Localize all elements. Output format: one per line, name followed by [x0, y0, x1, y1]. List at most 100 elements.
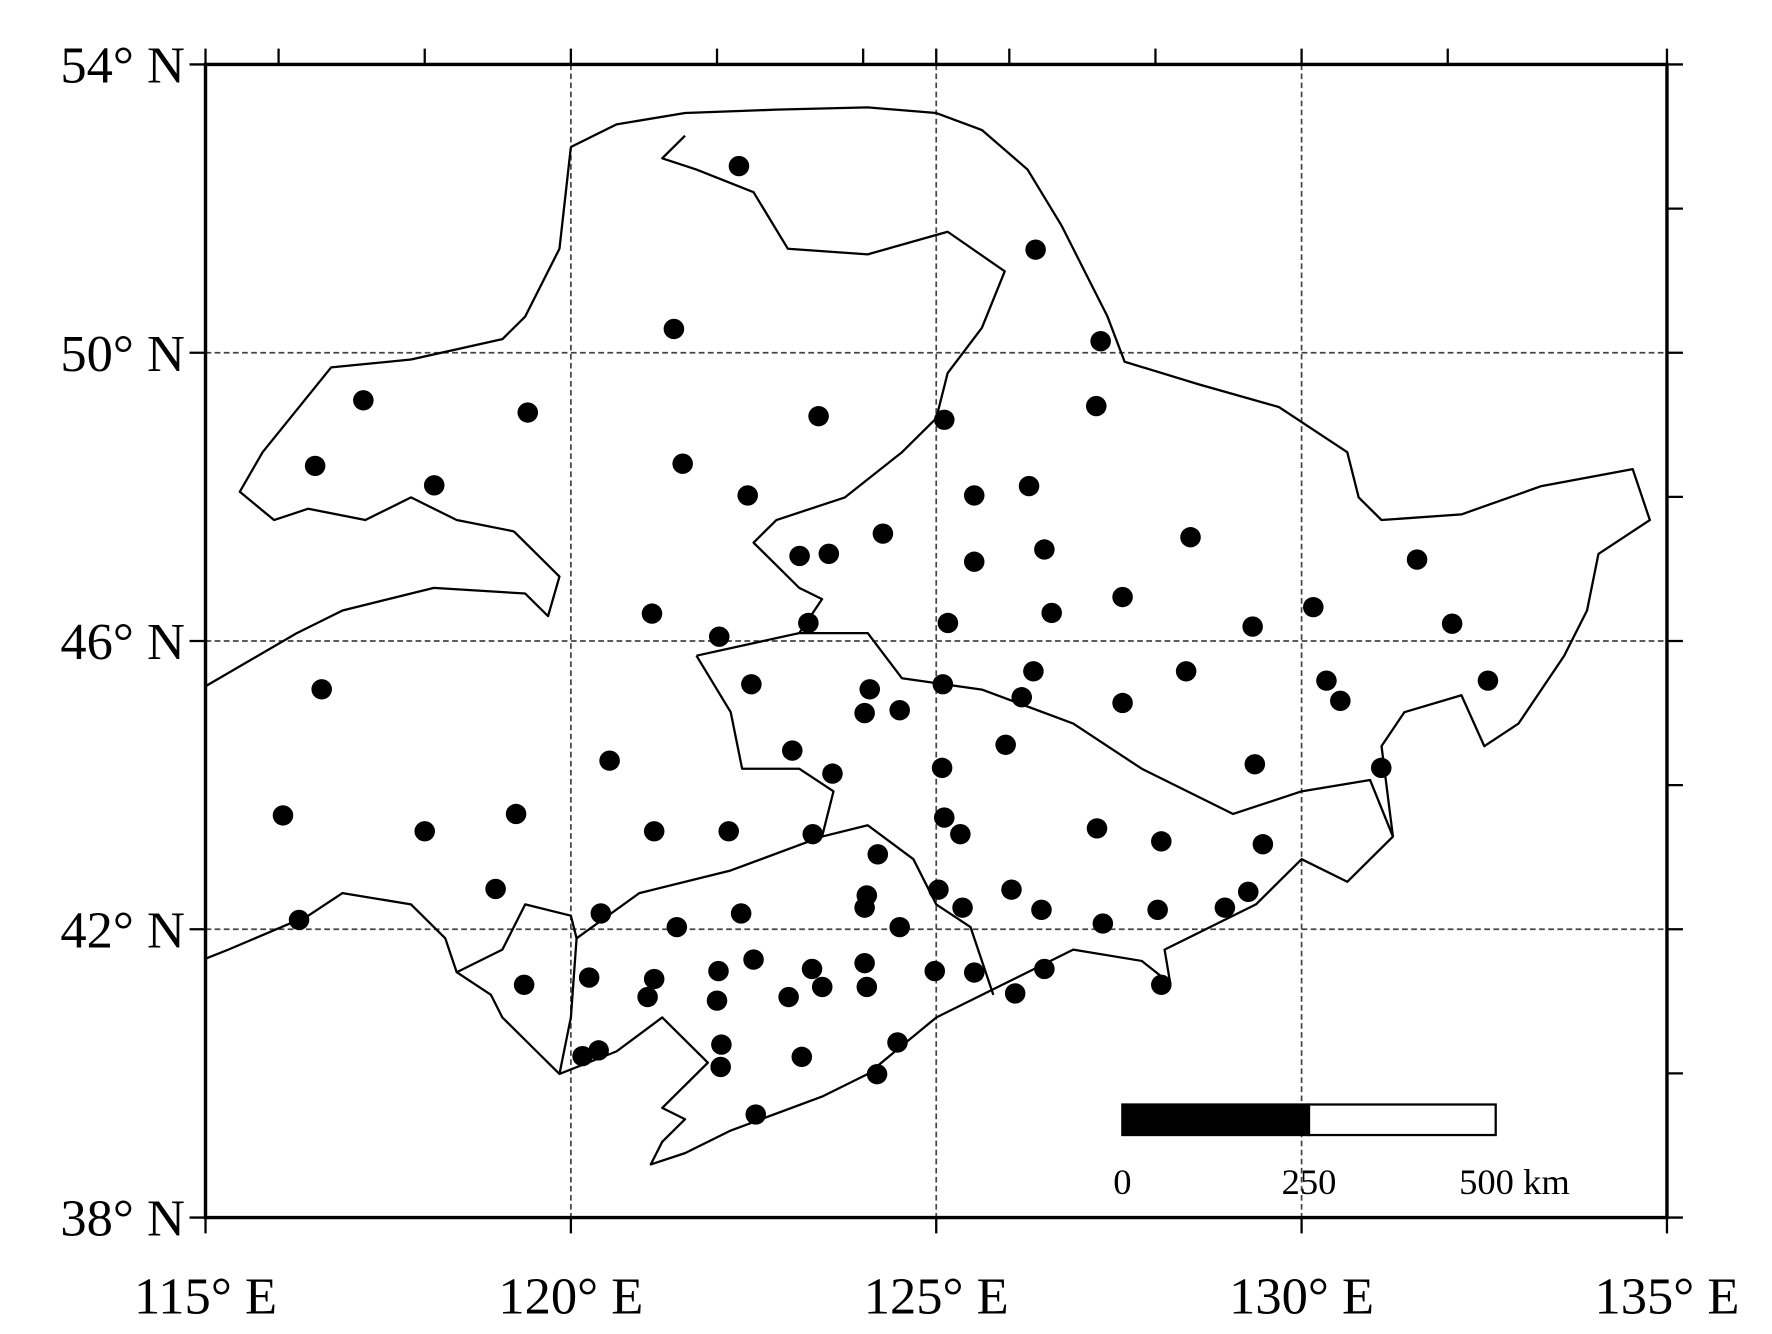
station	[588, 1040, 609, 1061]
station	[672, 453, 693, 474]
station	[1112, 586, 1133, 608]
station	[485, 878, 506, 900]
station	[931, 757, 953, 779]
station	[924, 960, 946, 982]
station	[711, 1034, 732, 1055]
station	[778, 986, 799, 1008]
station	[599, 750, 620, 771]
station	[963, 551, 985, 572]
west-boundary-south	[204, 530, 561, 688]
station	[1151, 974, 1172, 995]
station	[889, 700, 910, 721]
station	[1025, 239, 1046, 260]
station	[353, 390, 374, 411]
station	[1151, 831, 1172, 852]
station	[1034, 958, 1055, 980]
station	[1175, 661, 1197, 682]
station	[801, 958, 823, 980]
station	[728, 155, 750, 177]
station	[950, 823, 971, 845]
station	[737, 485, 758, 506]
station	[1244, 754, 1266, 775]
station	[963, 962, 985, 983]
station	[1441, 613, 1463, 634]
scale-label: 0	[1113, 1162, 1131, 1202]
x-tick-label: 130° E	[1229, 1268, 1374, 1326]
station	[741, 674, 762, 695]
station	[311, 679, 332, 700]
y-tick-label: 42° N	[60, 902, 185, 960]
station	[1303, 596, 1324, 618]
y-tick-label: 46° N	[60, 613, 185, 671]
station	[808, 405, 829, 427]
station	[1370, 757, 1392, 779]
stations	[272, 155, 1499, 1125]
station	[517, 402, 539, 423]
station	[1085, 395, 1107, 417]
station	[866, 1063, 888, 1085]
station	[718, 821, 739, 842]
station	[743, 949, 764, 970]
station	[1242, 616, 1263, 637]
scale-segment	[1307, 1103, 1497, 1137]
station	[1031, 899, 1052, 920]
station	[1011, 687, 1033, 708]
station	[791, 1046, 813, 1068]
station	[643, 968, 665, 990]
station	[708, 960, 729, 982]
station	[1214, 897, 1236, 918]
station	[1252, 834, 1274, 855]
station	[887, 1032, 908, 1053]
station	[1180, 527, 1201, 548]
station	[1034, 539, 1055, 560]
station	[304, 455, 326, 477]
station	[854, 952, 875, 974]
station	[798, 612, 819, 634]
station	[288, 909, 310, 931]
station	[933, 409, 955, 430]
station	[641, 603, 663, 624]
station	[1090, 331, 1111, 352]
station	[854, 897, 875, 918]
station	[1477, 670, 1499, 691]
station	[745, 1104, 767, 1125]
station	[789, 545, 810, 567]
station	[643, 821, 665, 842]
scale-bar: 0 250 500 km	[1113, 1103, 1570, 1202]
station	[1023, 661, 1044, 682]
station	[590, 903, 612, 924]
station	[1237, 881, 1259, 902]
station	[1004, 983, 1026, 1004]
station	[666, 916, 688, 938]
station	[928, 879, 949, 900]
station	[889, 916, 910, 938]
station	[963, 485, 985, 506]
station	[802, 823, 824, 845]
grid	[205, 64, 1667, 1218]
station	[1316, 670, 1337, 691]
scale-label: 250	[1282, 1162, 1337, 1202]
x-tick-label: 135° E	[1594, 1268, 1739, 1326]
station	[1086, 818, 1108, 839]
x-tick-label: 115° E	[134, 1268, 277, 1326]
y-tick-label: 38° N	[60, 1190, 185, 1248]
station	[1406, 549, 1428, 570]
station	[414, 821, 436, 842]
station	[1112, 692, 1133, 714]
station	[995, 734, 1016, 755]
station	[818, 543, 840, 564]
station	[856, 976, 878, 998]
station	[872, 523, 894, 544]
station	[505, 803, 527, 825]
station	[1147, 899, 1168, 920]
station	[708, 626, 730, 647]
station	[578, 967, 600, 988]
x-tick-label: 120° E	[498, 1268, 643, 1326]
province-boundary	[661, 134, 1006, 634]
station	[782, 740, 803, 761]
province-boundary	[575, 824, 995, 996]
station	[1018, 475, 1040, 497]
station	[1041, 602, 1062, 624]
